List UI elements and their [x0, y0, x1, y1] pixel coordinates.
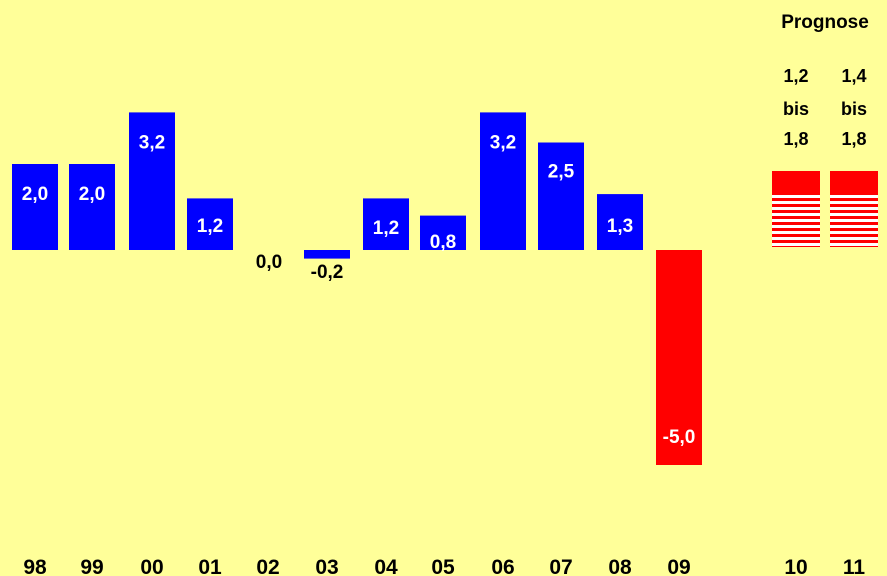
value-label-04: 1,2	[373, 218, 399, 239]
forecast-label-low-10: 1,2	[783, 66, 808, 86]
bar-98	[12, 164, 58, 250]
category-label-98: 98	[23, 556, 47, 576]
value-label-03: -0,2	[311, 262, 344, 283]
value-label-08: 1,3	[607, 216, 633, 237]
forecast-label-low-11: 1,4	[841, 66, 866, 86]
category-label-01: 01	[198, 556, 222, 576]
value-label-99: 2,0	[79, 184, 105, 205]
category-label-07: 07	[549, 556, 572, 576]
value-label-05: 0,8	[430, 232, 456, 253]
value-label-02: 0,0	[256, 252, 282, 273]
value-label-09: -5,0	[663, 427, 696, 448]
category-label-08: 08	[608, 556, 632, 576]
forecast-label-high-10: 1,8	[783, 129, 808, 149]
bar-06	[480, 112, 526, 251]
category-label-03: 03	[315, 556, 338, 576]
bar-07	[538, 142, 584, 250]
forecast-label-high-11: 1,8	[841, 129, 866, 149]
forecast-bar-top-11	[830, 171, 878, 195]
category-label-00: 00	[140, 556, 163, 576]
bar-04	[363, 198, 409, 250]
category-label-99: 99	[80, 556, 103, 576]
value-label-98: 2,0	[22, 184, 48, 205]
forecast-label-mid-10: bis	[783, 99, 809, 119]
forecast-bar-top-10	[772, 171, 820, 195]
forecast-bar-range-11	[830, 195, 878, 247]
value-label-07: 2,5	[548, 162, 575, 183]
forecast-bar-range-10	[772, 195, 820, 247]
bar-00	[129, 112, 175, 251]
bar-03	[304, 250, 350, 259]
forecast-heading: Prognose	[781, 12, 869, 33]
bar-08	[597, 194, 643, 250]
category-label-04: 04	[374, 556, 398, 576]
value-label-01: 1,2	[197, 216, 223, 237]
value-label-00: 3,2	[139, 132, 165, 153]
value-label-06: 3,2	[490, 132, 516, 153]
bar-05	[420, 215, 466, 250]
bar-01	[187, 198, 233, 250]
bar-99	[69, 164, 115, 250]
bar-09	[656, 250, 702, 465]
forecast-label-mid-11: bis	[841, 99, 867, 119]
category-label-02: 02	[256, 556, 279, 576]
category-label-06: 06	[491, 556, 514, 576]
category-label-05: 05	[431, 556, 455, 576]
category-label-10: 10	[784, 556, 807, 576]
category-label-11: 11	[843, 556, 866, 576]
category-label-09: 09	[667, 556, 690, 576]
